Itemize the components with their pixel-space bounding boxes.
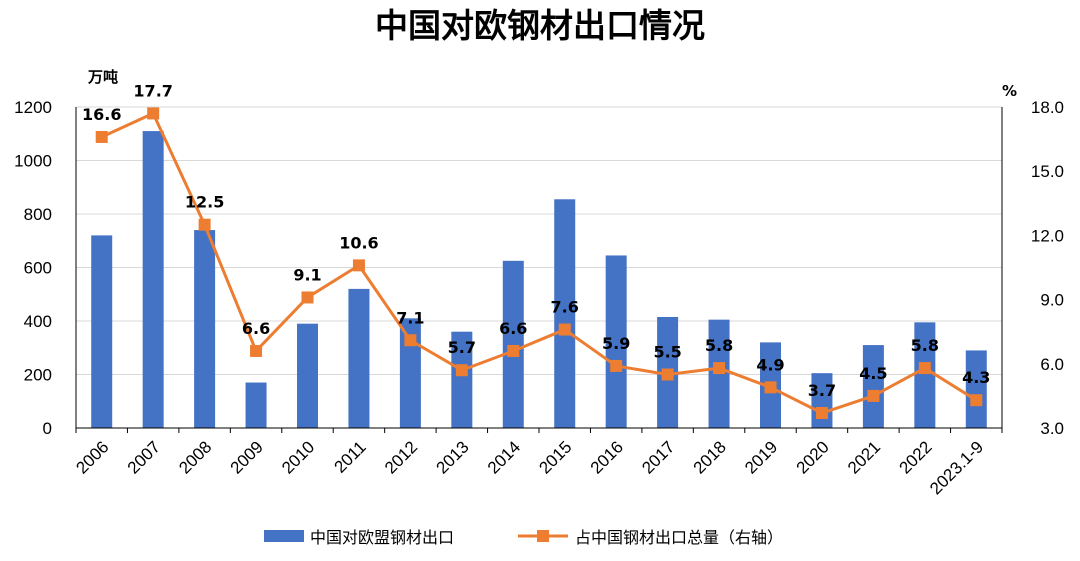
x-tick-label: 2017 (638, 437, 678, 477)
data-label: 5.8 (911, 336, 939, 355)
x-tick-label: 2010 (278, 437, 318, 477)
data-label: 5.8 (705, 336, 733, 355)
bar (862, 345, 884, 428)
left-tick-label: 800 (24, 205, 52, 224)
line-marker (301, 291, 314, 304)
axes: 0 200 400 600 800 1000 1200 3.0 6.0 9.0 12.0 15.0 18… (14, 98, 1064, 498)
data-label: 4.3 (962, 368, 990, 387)
gridlines (76, 106, 1002, 375)
data-label: 16.6 (82, 105, 121, 124)
line-marker (558, 323, 571, 336)
legend-line-marker (537, 530, 549, 542)
line-marker (610, 359, 623, 372)
line-marker (95, 130, 108, 143)
data-label: 6.6 (499, 319, 527, 338)
line-marker (764, 381, 777, 394)
x-tick-label: 2015 (535, 437, 575, 477)
line-marker (713, 362, 726, 375)
x-tick-label: 2006 (72, 437, 112, 477)
x-tick-label: 2016 (587, 437, 627, 477)
data-label: 4.5 (859, 364, 887, 383)
data-label: 17.7 (133, 81, 172, 100)
x-tick-label: 2023.1-9 (926, 437, 987, 498)
line-marker (918, 362, 931, 375)
bar (142, 131, 164, 428)
line-marker (867, 389, 880, 402)
x-tick-label: 2011 (330, 437, 369, 476)
legend-line-label: 占中国钢材出口总量（右轴） (575, 528, 783, 547)
bar (297, 323, 318, 428)
line-marker (815, 407, 828, 420)
line-marker (507, 344, 520, 357)
data-label: 5.5 (653, 343, 681, 362)
bar (91, 235, 113, 428)
data-label: 5.9 (602, 334, 630, 353)
left-tick-label: 1200 (14, 98, 52, 117)
data-label: 6.6 (242, 319, 270, 338)
line-path (101, 111, 978, 415)
bar (194, 230, 216, 428)
data-label: 4.9 (756, 355, 784, 374)
x-tick-label: 2018 (690, 437, 730, 477)
data-label: 5.7 (448, 338, 476, 357)
legend-bar-swatch (264, 530, 304, 542)
data-label: 7.1 (396, 308, 424, 327)
right-tick-label: 15.0 (1031, 162, 1064, 181)
x-tick-label: 2008 (175, 437, 215, 477)
line-marker (455, 364, 468, 377)
data-labels: 16.6 17.7 12.5 6.6 9.1 10.6 7.1 5.7 6.6 7.6 5.9 5.5… (82, 81, 990, 400)
x-tick-label: 2013 (432, 437, 472, 477)
bar (965, 350, 987, 428)
left-tick-label: 600 (24, 259, 52, 278)
data-label: 12.5 (185, 193, 224, 212)
data-label: 9.1 (293, 265, 321, 284)
x-tick-label: 2021 (844, 437, 884, 477)
line-marker (147, 107, 160, 120)
chart-title: 中国对欧钢材出口情况 (375, 6, 705, 45)
left-tick-label: 200 (24, 366, 52, 385)
line-marker (661, 368, 674, 381)
bar (554, 199, 576, 428)
line-marker (970, 394, 983, 407)
left-tick-label: 1000 (14, 152, 52, 171)
legend: 中国对欧盟钢材出口 占中国钢材出口总量（右轴） (264, 528, 783, 547)
legend-bar-label: 中国对欧盟钢材出口 (310, 528, 454, 547)
x-tick-label: 2014 (484, 437, 524, 477)
data-label: 7.6 (551, 298, 579, 317)
line-series (95, 107, 983, 420)
data-label: 10.6 (339, 233, 378, 252)
bar (502, 260, 524, 428)
right-tick-label: 12.0 (1031, 226, 1064, 245)
x-tick-label: 2007 (124, 437, 164, 477)
left-axis-unit: 万吨 (87, 68, 118, 86)
right-axis-unit: % (1002, 82, 1017, 100)
right-tick-label: 18.0 (1031, 98, 1064, 117)
left-tick-label: 0 (43, 419, 52, 438)
bar (348, 288, 370, 428)
x-tick-label: 2022 (895, 437, 935, 477)
right-tick-label: 9.0 (1040, 291, 1064, 310)
line-marker (198, 218, 211, 231)
line-marker (352, 259, 365, 272)
x-tick-label: 2019 (741, 437, 781, 477)
x-tick-label: 2009 (227, 437, 267, 477)
x-tick-label: 2020 (793, 437, 833, 477)
bar (451, 331, 473, 428)
x-tick-label: 2012 (381, 437, 421, 477)
bar (245, 382, 267, 428)
right-tick-label: 6.0 (1040, 355, 1064, 374)
data-label: 3.7 (808, 381, 836, 400)
left-tick-label: 400 (24, 312, 52, 331)
bar (914, 322, 936, 428)
bar (605, 255, 627, 428)
line-marker (404, 334, 417, 347)
line-marker (250, 344, 263, 357)
right-tick-label: 3.0 (1040, 419, 1064, 438)
